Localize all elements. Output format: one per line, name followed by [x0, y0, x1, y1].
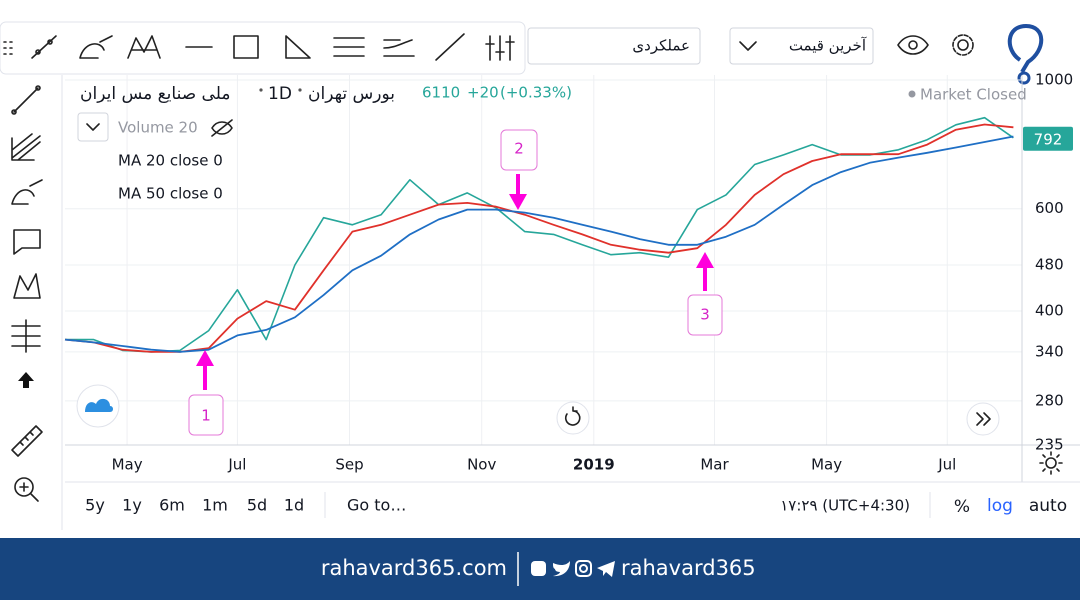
drawing-toolbar: [0, 21, 526, 75]
change-percent: (+0.33%): [500, 84, 572, 102]
annotation-label: 3: [700, 306, 710, 324]
time-axis-settings[interactable]: [1039, 451, 1063, 475]
plot-area: [64, 75, 1022, 446]
left-tools[interactable]: [11, 85, 43, 502]
range-button[interactable]: 5d: [247, 496, 267, 515]
social-icons[interactable]: [531, 560, 615, 577]
footer-site: rahavard365.com: [321, 556, 507, 580]
legend-entry: MA 20 close 0: [118, 152, 223, 170]
x-tick-label: Jul: [937, 456, 956, 474]
x-tick-label: Jul: [227, 456, 246, 474]
x-tick-label: Sep: [335, 456, 363, 474]
interval: 1D: [268, 84, 292, 104]
range-buttons: 5y 1y 6m 1m 5d 1d: [85, 496, 304, 515]
annotation-label: 1: [201, 407, 211, 425]
last-price-label: 792: [1034, 130, 1063, 148]
y-tick-label: 235: [1035, 436, 1064, 454]
clock: ۱۷:۲۹ (UTC+4:30): [780, 497, 910, 515]
goto-button[interactable]: Go to…: [347, 496, 406, 515]
range-button[interactable]: 1d: [284, 496, 304, 515]
hidden-icon[interactable]: [211, 119, 233, 137]
left-toolbar: [0, 75, 62, 530]
last: 6110: [422, 84, 460, 102]
log-toggle[interactable]: log: [987, 496, 1013, 516]
y-tick-label: 280: [1035, 391, 1064, 409]
range-button[interactable]: 5y: [85, 496, 105, 515]
last-price-box: [1023, 126, 1073, 151]
y-tick-label: 480: [1035, 255, 1064, 273]
annotation-1: 1: [188, 350, 224, 436]
ma-line: [64, 123, 1014, 353]
percent-toggle[interactable]: %: [954, 497, 970, 517]
volume-legend: Volume 20: [118, 119, 198, 137]
x-tick-label: May: [811, 456, 842, 474]
dot: [298, 88, 302, 92]
annotation-3: 3: [687, 252, 723, 336]
indicator-input-text: عملکردی: [632, 37, 690, 55]
change: +20: [467, 84, 499, 102]
annotation-label: 2: [514, 140, 524, 158]
indicator-input[interactable]: [527, 27, 701, 65]
drawing-tools[interactable]: [3, 33, 515, 61]
eye-button[interactable]: [897, 35, 929, 55]
range-button[interactable]: 1m: [202, 496, 228, 515]
exchange: بورس تهران: [308, 84, 395, 104]
y-tick-label: 1000: [1035, 70, 1073, 88]
range-button[interactable]: 6m: [159, 496, 185, 515]
annotation-2: 2: [500, 129, 538, 210]
dot: [259, 88, 263, 92]
scroll-right-button[interactable]: [966, 402, 1000, 436]
footer-handle: rahavard365: [621, 556, 756, 580]
collapse-legend[interactable]: [77, 112, 109, 142]
x-tick-label: 2019: [573, 456, 615, 474]
symbol: ملی صنایع مس ایران: [80, 84, 230, 104]
y-tick-label: 600: [1035, 199, 1064, 217]
price-select[interactable]: [729, 27, 874, 65]
logo: [1007, 23, 1044, 85]
price-select-text: آخرین قیمت: [789, 37, 867, 55]
chevron: [86, 123, 100, 131]
market-status: Market Closed: [920, 86, 1027, 104]
select-arrow: [739, 41, 757, 51]
reset-button[interactable]: [556, 401, 590, 435]
x-tick-label: Nov: [467, 456, 496, 474]
x-tick-label: May: [112, 456, 143, 474]
settings-button[interactable]: [952, 34, 974, 56]
cloud-button[interactable]: [76, 384, 120, 428]
status-dot: [908, 90, 916, 98]
x-tick-label: Mar: [700, 456, 729, 474]
legend-entry: MA 50 close 0: [118, 185, 223, 203]
range-button[interactable]: 1y: [122, 496, 142, 515]
ma-line: [64, 135, 1014, 353]
auto-toggle[interactable]: auto: [1029, 496, 1067, 516]
y-tick-label: 400: [1035, 301, 1064, 319]
y-tick-label: 340: [1035, 342, 1064, 360]
